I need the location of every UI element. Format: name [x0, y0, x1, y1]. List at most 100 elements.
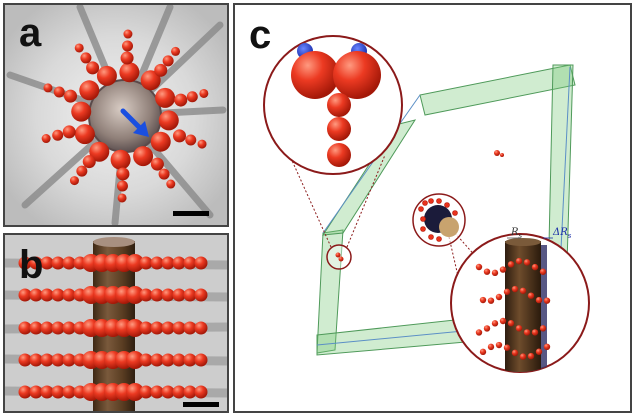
bead — [150, 288, 164, 302]
bead — [126, 383, 144, 401]
bead — [507, 320, 515, 327]
panel-a: a — [3, 3, 229, 227]
bead — [531, 263, 539, 271]
bead — [183, 353, 197, 367]
bead — [511, 285, 519, 293]
bead — [117, 193, 127, 203]
bead — [194, 256, 208, 270]
bead — [511, 349, 519, 357]
bead — [199, 88, 209, 98]
bead — [74, 124, 95, 145]
panel-b: b — [3, 233, 229, 413]
bead — [499, 317, 507, 325]
bead — [51, 385, 65, 399]
bead — [150, 321, 164, 335]
bead — [539, 325, 547, 332]
free-polymer — [494, 150, 504, 157]
bead — [122, 40, 134, 52]
bead — [41, 134, 51, 144]
panel-c: Rs ΔRs c — [233, 3, 632, 413]
bead — [120, 51, 134, 65]
bead — [491, 320, 499, 327]
arrow-icon — [120, 108, 149, 137]
simulation-box — [316, 64, 576, 356]
bead — [62, 353, 76, 367]
bead — [185, 134, 197, 146]
bead — [186, 91, 198, 103]
bead — [171, 46, 181, 56]
bead — [162, 55, 174, 67]
bead — [150, 256, 164, 270]
bead — [155, 87, 176, 108]
shell-thickness-label: ΔRs — [552, 227, 572, 240]
bead — [86, 61, 100, 75]
bead — [174, 93, 188, 107]
bead — [150, 385, 164, 399]
rod-cross-section — [418, 198, 459, 242]
panel-b-image — [5, 235, 227, 411]
bead — [194, 288, 208, 302]
bead — [139, 256, 153, 270]
bead — [119, 62, 140, 83]
zoom-line — [346, 154, 386, 248]
bead — [96, 65, 117, 86]
bead — [18, 288, 32, 302]
bead — [527, 352, 535, 360]
bead — [172, 256, 186, 270]
bead — [133, 146, 154, 167]
bead — [495, 293, 503, 301]
bead — [543, 343, 551, 351]
bead — [503, 344, 511, 351]
bead — [74, 43, 84, 53]
panel-label-b: b — [19, 243, 44, 287]
bead — [194, 385, 208, 399]
bead — [158, 110, 179, 131]
bead — [197, 139, 207, 149]
bead — [62, 385, 76, 399]
bead — [161, 288, 175, 302]
bead — [89, 141, 110, 162]
bead — [76, 165, 88, 177]
bead — [503, 288, 511, 296]
bead — [110, 149, 131, 170]
bead — [499, 266, 507, 273]
panel-label-a: a — [19, 11, 42, 55]
bead — [29, 288, 43, 302]
bead — [523, 259, 531, 266]
bead — [150, 157, 164, 171]
bead — [52, 129, 64, 141]
small-polymer — [335, 252, 344, 262]
bead-large-right — [333, 51, 381, 99]
bead — [523, 329, 531, 336]
bead — [64, 89, 78, 103]
bead — [519, 353, 527, 360]
bead — [126, 351, 144, 369]
panel-label-c: c — [249, 13, 272, 57]
bead — [327, 93, 351, 117]
bead — [487, 343, 495, 351]
bead — [62, 288, 76, 302]
bead — [150, 353, 164, 367]
bead — [53, 86, 65, 98]
bead — [487, 297, 495, 304]
bead — [172, 288, 186, 302]
bead — [29, 256, 43, 270]
grafted-polymers — [475, 257, 551, 360]
bead — [18, 321, 32, 335]
bead — [62, 256, 76, 270]
bead — [515, 325, 523, 332]
bead — [531, 329, 539, 336]
bead — [327, 117, 351, 141]
bead — [194, 353, 208, 367]
bead — [80, 52, 92, 64]
bead — [172, 321, 186, 335]
bead — [475, 263, 483, 271]
panel-a-image — [5, 5, 227, 225]
bead — [40, 353, 54, 367]
bead — [515, 257, 523, 265]
scale-bar-b — [183, 402, 219, 407]
bead — [29, 321, 43, 335]
bead — [183, 256, 197, 270]
bead — [158, 168, 170, 180]
bead — [139, 321, 153, 335]
